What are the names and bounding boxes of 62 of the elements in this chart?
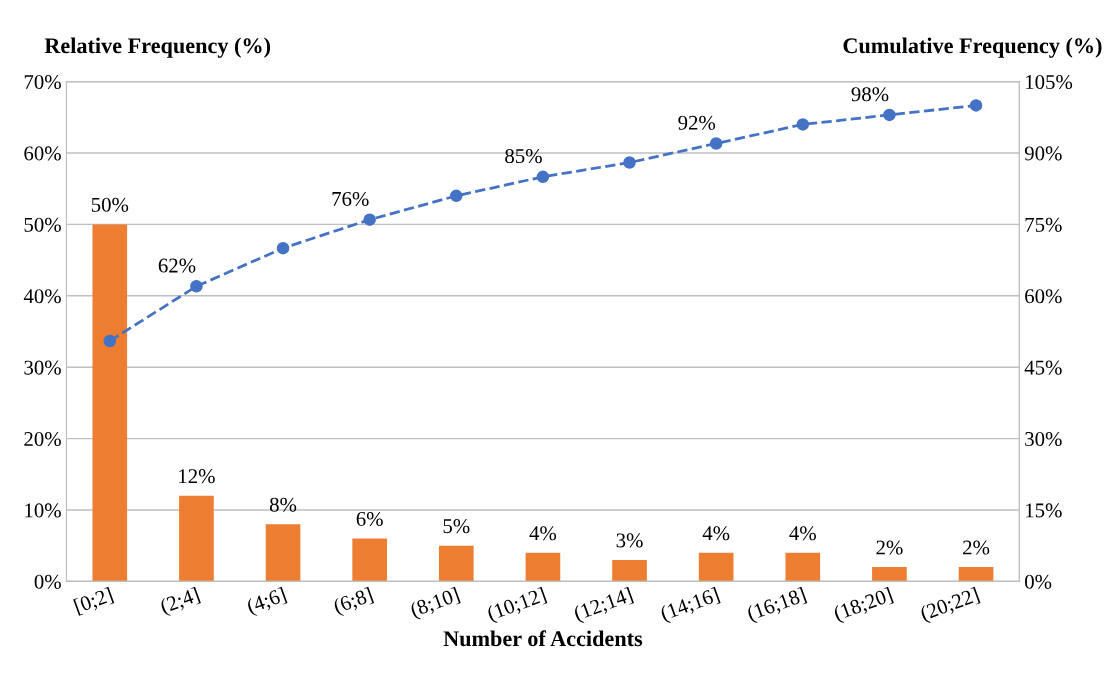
- bar: [352, 538, 387, 582]
- bar: [958, 567, 994, 582]
- y2-tick-label: 0%: [1025, 574, 1052, 589]
- data-label: 5%: [443, 519, 470, 534]
- y-tick-label: 0%: [34, 574, 61, 589]
- x-tick-label: (4;6]: [245, 586, 289, 618]
- y-tick-label: 20%: [24, 431, 61, 447]
- x-axis-title: Number of Accidents: [443, 630, 643, 647]
- data-label: 2%: [876, 540, 903, 555]
- y-axis-title: Relative Frequency (%): [44, 37, 271, 58]
- bar: [872, 567, 907, 582]
- data-label: 3%: [616, 533, 643, 548]
- y-tick-label: 10%: [25, 503, 61, 518]
- data-label: 4%: [529, 526, 557, 541]
- point: [709, 137, 723, 150]
- y2-tick-label: 90%: [1024, 146, 1062, 161]
- y2-tick-label: 105%: [1026, 74, 1073, 90]
- data-label: 76%: [332, 191, 369, 207]
- point: [450, 189, 463, 203]
- y-tick-label: 30%: [24, 360, 61, 375]
- point: [623, 156, 636, 169]
- data-label: 98%: [851, 87, 889, 102]
- bar: [438, 545, 474, 582]
- data-label: 12%: [179, 469, 215, 484]
- point: [969, 99, 983, 112]
- x-tick-label: [0;2]: [73, 586, 115, 617]
- data-label: 4%: [789, 526, 816, 541]
- bar: [525, 552, 561, 582]
- x-tick-label: (8;10]: [409, 586, 462, 622]
- bar: [265, 524, 301, 582]
- y2-tick-label: 45%: [1024, 360, 1062, 375]
- data-label: 50%: [91, 197, 129, 212]
- bar: [179, 495, 214, 582]
- point: [796, 118, 810, 131]
- bar: [612, 559, 647, 582]
- point: [276, 241, 290, 255]
- bar: [698, 552, 734, 582]
- y-tick-label: 60%: [24, 146, 61, 161]
- data-label: 6%: [356, 511, 383, 527]
- y2-tick-label: 30%: [1025, 431, 1062, 447]
- bar: [92, 224, 128, 582]
- point: [883, 108, 896, 122]
- point: [536, 170, 550, 184]
- y-tick-label: 70%: [24, 74, 61, 90]
- y-tick-label: 40%: [23, 289, 61, 304]
- data-label: 92%: [678, 115, 716, 130]
- y2-axis-title: Cumulative Frequency (%): [843, 37, 1102, 58]
- x-tick-label: (6;8]: [332, 586, 375, 618]
- data-label: 8%: [269, 497, 297, 512]
- data-label: 2%: [963, 540, 990, 555]
- data-label: 4%: [702, 526, 730, 541]
- y2-tick-label: 60%: [1025, 289, 1062, 304]
- y2-tick-label: 15%: [1026, 503, 1062, 518]
- bar: [785, 552, 821, 582]
- data-label: 85%: [505, 149, 542, 164]
- point: [363, 213, 376, 226]
- y2-tick-label: 75%: [1025, 217, 1062, 232]
- point: [190, 280, 203, 293]
- point: [103, 334, 117, 348]
- x-tick-label: (2;4]: [159, 586, 202, 618]
- y-tick-label: 50%: [24, 217, 61, 232]
- data-label: 62%: [158, 258, 196, 273]
